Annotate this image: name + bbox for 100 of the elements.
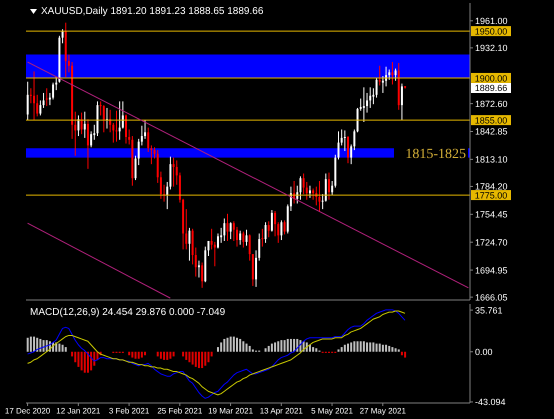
bar: [315, 348, 318, 352]
candlestick: [33, 70, 36, 121]
bar: [293, 338, 296, 352]
candlestick: [172, 157, 175, 188]
candlestick: [185, 208, 188, 250]
y-tick-label: 1932.10: [475, 43, 508, 54]
x-tick-label: 5 May 2021: [311, 406, 354, 416]
candlestick: [350, 144, 352, 165]
chart-title: MACD(12,26,9) 24.454 29.876 0.000 -7.049: [30, 307, 226, 318]
candlestick: [391, 62, 394, 86]
bar: [140, 352, 143, 358]
candlestick: [280, 220, 282, 241]
candlestick: [268, 220, 270, 238]
x-tick-label: 13 Apr 2021: [260, 406, 304, 416]
bar: [308, 344, 311, 352]
bar: [248, 346, 251, 352]
bar: [391, 347, 394, 352]
candlestick: [102, 104, 105, 133]
bar: [134, 352, 137, 359]
x-tick-label: 12 Jan 2021: [56, 406, 101, 416]
y-tick-label: 1872.60: [475, 98, 508, 109]
x-tick-label: 17 Dec 2020: [4, 406, 51, 416]
bar: [277, 341, 280, 352]
y-tick-label: 1842.85: [475, 126, 508, 137]
ref-line-label: 1775.00: [474, 190, 508, 201]
candlestick: [86, 118, 89, 170]
band-label: 1815-1825: [405, 146, 466, 162]
bar: [356, 341, 359, 352]
bar: [138, 352, 140, 359]
y-tick-label: 1961.00: [475, 16, 508, 26]
candlestick: [248, 234, 251, 262]
bar: [90, 352, 92, 370]
bar: [192, 352, 194, 365]
y-tick-label: 35.761: [475, 305, 503, 316]
bar: [376, 344, 378, 352]
y-tick-label: 1754.45: [475, 210, 508, 220]
candlestick: [226, 213, 228, 242]
candlestick: [201, 262, 204, 288]
candlestick: [312, 188, 314, 200]
candlestick: [400, 83, 403, 121]
bar: [131, 352, 134, 358]
text: 1889.66: [471, 83, 511, 93]
bar: [77, 352, 80, 367]
bar: [84, 352, 86, 373]
bar: [378, 344, 381, 352]
candlestick: [264, 222, 267, 244]
candlestick: [169, 156, 172, 190]
candlestick: [100, 100, 102, 116]
bar: [166, 352, 168, 360]
bar: [270, 344, 273, 352]
candlestick: [150, 144, 152, 165]
x-tick-label: 19 Mar 2021: [208, 406, 254, 416]
candlestick: [284, 220, 286, 235]
candlestick: [239, 230, 242, 246]
bar: [33, 336, 36, 352]
y-tick-label: -43.094: [475, 397, 506, 408]
candlestick: [306, 181, 308, 200]
candlestick: [308, 185, 311, 198]
candlestick: [156, 150, 159, 184]
ref-line-label: 1950.00: [474, 26, 508, 37]
bar: [207, 352, 210, 362]
bar: [26, 338, 29, 352]
bar: [246, 344, 248, 352]
x-tick-label: 3 Feb 2021: [108, 406, 150, 416]
bar: [80, 352, 83, 370]
candlestick: [347, 136, 350, 164]
candlestick: [188, 227, 190, 262]
bar: [204, 352, 206, 366]
candlestick: [122, 100, 124, 130]
y-tick-label: 0.00: [475, 346, 493, 357]
bar: [284, 340, 286, 352]
bar: [182, 352, 184, 356]
bar: [347, 344, 350, 352]
candlestick: [299, 176, 302, 200]
y-tick-label: 1724.70: [475, 237, 508, 248]
x-tick-label: 27 May 2021: [360, 406, 406, 416]
candlestick: [369, 86, 372, 108]
bar: [42, 340, 45, 352]
bar: [362, 341, 365, 352]
bar: [360, 341, 362, 352]
bar: [62, 344, 64, 352]
candlestick: [242, 231, 244, 248]
bar: [198, 352, 200, 368]
candlestick: [80, 112, 83, 135]
y-tick-label: 1694.95: [475, 265, 508, 276]
bar: [369, 342, 372, 352]
bar: [344, 344, 346, 352]
bar: [252, 349, 254, 352]
bar: [236, 338, 238, 352]
bar: [404, 352, 406, 358]
bar: [64, 347, 67, 352]
bar: [372, 342, 374, 352]
candlestick: [74, 111, 76, 156]
candlestick: [328, 172, 330, 200]
bar: [312, 347, 314, 352]
bar: [58, 344, 60, 352]
candlestick: [318, 180, 320, 212]
bar: [398, 349, 400, 352]
bar: [286, 338, 289, 352]
bar: [194, 352, 197, 367]
